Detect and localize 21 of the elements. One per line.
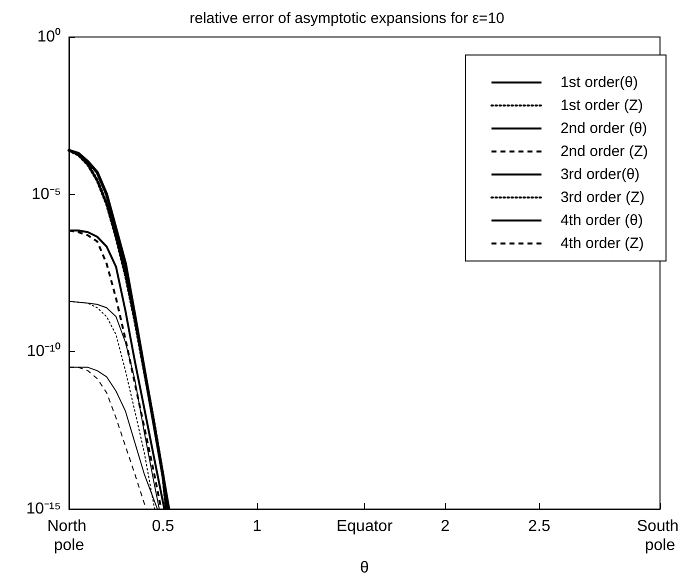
legend-label: 2nd order (θ) [560, 120, 648, 137]
y-tick-label: 10⁻¹⁵ [26, 500, 61, 518]
legend-label: 3rd order(θ) [560, 166, 640, 183]
x-tick-label: 2.5 [528, 518, 551, 536]
legend-label: 1st order (Z) [560, 97, 643, 114]
x-tick-label: North pole [47, 518, 91, 554]
legend-label: 2nd order (Z) [560, 143, 648, 160]
chart-title: relative error of asymptotic expansions for ε=10 [190, 10, 504, 27]
x-tick-label: South pole [636, 518, 684, 554]
legend-label: 4th order (θ) [560, 212, 644, 229]
x-tick-label: 2 [440, 518, 450, 536]
legend-label: 3rd order (Z) [560, 189, 645, 206]
x-axis-title: θ [360, 560, 370, 576]
y-tick-label: 10⁰ [37, 28, 61, 46]
legend-label: 1st order(θ) [560, 74, 638, 91]
legend-label: 4th order (Z) [560, 235, 644, 252]
y-tick-label: 10⁻¹⁰ [26, 342, 61, 360]
y-tick-label: 10⁻⁵ [32, 186, 61, 203]
x-tick-label: Equator [336, 518, 394, 536]
x-tick-label: 0.5 [152, 518, 174, 536]
x-tick-label: 1 [252, 518, 262, 536]
